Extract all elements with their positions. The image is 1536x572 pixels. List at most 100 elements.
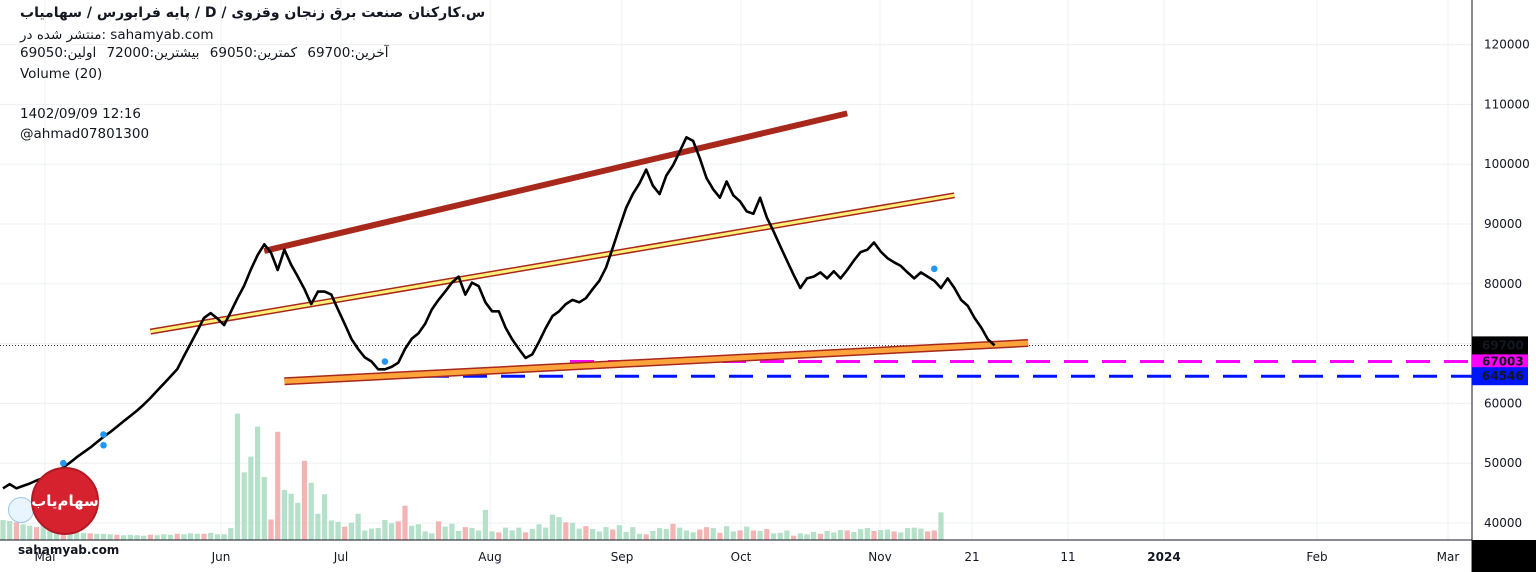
volume-bar (0, 519, 6, 540)
volume-bar (670, 523, 676, 540)
axis-corner (1472, 540, 1536, 572)
y-tick-label: 110000 (1484, 97, 1530, 111)
volume-bar (556, 517, 562, 540)
x-tick-label: Mar (1437, 550, 1460, 564)
volume-bar (275, 431, 281, 540)
volume-bar (804, 534, 810, 540)
volume-bar (737, 530, 743, 540)
volume-bar (87, 533, 93, 540)
signal-marker (100, 441, 107, 449)
volume-bar (643, 534, 649, 540)
volume-bar (355, 513, 361, 540)
volume-bar (543, 527, 549, 540)
y-tick-label: 60000 (1484, 396, 1522, 410)
volume-bar (248, 456, 254, 540)
cloud-icon (8, 497, 34, 523)
volume-bar (261, 477, 267, 540)
volume-bar (435, 521, 442, 540)
volume-bar (221, 534, 227, 540)
volume-bar (328, 520, 334, 540)
volume-bar (308, 482, 314, 540)
volume-bar (663, 529, 669, 540)
volume-bar (33, 527, 40, 540)
volume-bar (677, 527, 683, 540)
volume-bar (141, 535, 147, 540)
low-value: کمترین:69050 (209, 45, 298, 61)
volume-bar (107, 534, 113, 540)
volume-bar (368, 528, 375, 540)
volume-bar (315, 513, 321, 540)
volume-bar (703, 527, 710, 540)
volume-bar (382, 519, 388, 540)
timestamp: 1402/09/09 12:16 (20, 106, 142, 122)
x-tick-label: 11 (1060, 550, 1075, 564)
volume-bar (469, 528, 475, 540)
volume-bar (918, 528, 924, 540)
volume-bar (831, 532, 837, 540)
volume-bar (47, 529, 53, 540)
volume-bar (134, 535, 140, 540)
published-on: منتشر شده در: sahamyab.com (20, 27, 214, 43)
x-tick-label: 21 (964, 550, 979, 564)
volume-bar (904, 528, 911, 540)
volume-bar (536, 524, 542, 540)
volume-bar (811, 531, 817, 540)
volume-label: Volume (20) (20, 66, 103, 82)
volume-bar (281, 489, 287, 540)
volume-bar (74, 532, 80, 540)
volume-bar (429, 533, 435, 540)
volume-bar (509, 530, 515, 540)
volume-bar (288, 493, 294, 540)
volume-bar (911, 527, 917, 540)
volume-bar (616, 525, 622, 540)
volume-bar (476, 530, 482, 540)
volume-bar (342, 526, 348, 540)
trend-channel (149, 110, 1029, 386)
close-value: آخرین:69700 (307, 45, 389, 61)
volume-bar (121, 535, 127, 540)
chart-grid (0, 0, 1472, 540)
volume-bar (335, 521, 341, 540)
volume-bar (603, 527, 609, 540)
volume-bar (268, 519, 274, 540)
volume-bar (20, 524, 26, 540)
volume-bar (891, 531, 897, 540)
volume-bar (395, 521, 401, 540)
volume-bar (757, 530, 763, 540)
y-tick-label: 50000 (1484, 456, 1522, 470)
volume-bar (456, 530, 462, 540)
volume-bar (449, 523, 455, 540)
price-line-layer (2, 136, 996, 490)
volume-bar (750, 530, 756, 540)
volume-bar (717, 532, 723, 540)
volume-bar (375, 528, 381, 540)
author-handle: @ahmad07801300 (20, 126, 150, 142)
volume-bar (576, 528, 582, 540)
volume-bar (590, 529, 596, 540)
volume-bar (744, 526, 750, 540)
price-tag-label: 69700 (1482, 338, 1524, 352)
volume-bar (710, 528, 716, 540)
volume-bar (938, 512, 944, 540)
volume-bar (516, 527, 522, 540)
y-tick-label: 90000 (1484, 217, 1522, 231)
x-tick-label: Oct (731, 550, 752, 564)
volume-bar (415, 524, 421, 540)
volume-bar (402, 505, 408, 540)
volume-bar (683, 530, 689, 540)
volume-bar (67, 531, 73, 540)
ohlc-readout: آخرین:69700 کمترین:69050 بیشترین:72000 ا… (20, 45, 394, 61)
open-value: اولین:69050 (20, 45, 97, 61)
volume-bar (529, 529, 535, 540)
volume-bar (54, 529, 60, 540)
volume-bar (174, 533, 180, 540)
x-tick-label: Nov (868, 550, 891, 564)
volume-bar (422, 531, 428, 540)
volume-bar (871, 530, 877, 540)
volume-bar (462, 527, 468, 540)
volume-bar (161, 534, 167, 540)
channel-top-fill (263, 111, 848, 253)
